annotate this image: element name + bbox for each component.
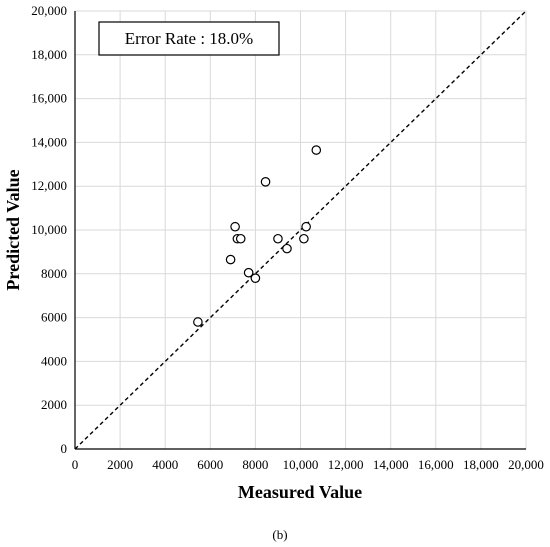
data-point: [230, 221, 240, 232]
x-tick-label: 16,000: [418, 457, 454, 472]
y-tick-label: 0: [61, 441, 68, 456]
y-tick-label: 20,000: [31, 3, 67, 18]
data-point: [299, 233, 309, 244]
x-tick-label: 18,000: [463, 457, 499, 472]
x-tick-label: 10,000: [283, 457, 319, 472]
y-tick-label: 6000: [41, 310, 67, 325]
y-tick-label: 12,000: [31, 178, 67, 193]
data-point: [301, 221, 311, 232]
data-point: [273, 233, 283, 244]
x-tick-label: 6000: [197, 457, 223, 472]
x-tick-label: 2000: [107, 457, 133, 472]
x-tick-labels: 0 2000 4000 6000 8000 10,000 12,000 14,000 16,00…: [72, 457, 544, 472]
y-tick-label: 2000: [41, 397, 67, 412]
data-point: [282, 243, 292, 254]
x-tick-label: 12,000: [328, 457, 364, 472]
x-tick-label: 0: [72, 457, 79, 472]
x-tick-label: 8000: [242, 457, 268, 472]
y-axis-title: Predicted Value: [3, 169, 23, 290]
y-tick-label: 10,000: [31, 222, 67, 237]
y-tick-label: 16,000: [31, 91, 67, 106]
data-point: [250, 273, 261, 283]
data-point: [260, 177, 271, 187]
x-tick-label: 4000: [152, 457, 178, 472]
data-point: [311, 145, 322, 155]
x-tick-label: 20,000: [508, 457, 544, 472]
y-tick-label: 8000: [41, 266, 67, 281]
figure-caption: (b): [272, 527, 287, 542]
data-points: [193, 145, 322, 327]
x-axis-title: Measured Value: [238, 482, 362, 502]
x-tick-label: 14,000: [373, 457, 409, 472]
y-tick-labels: 0 2000 4000 6000 8000 10,000 12,000 14,000 16,00…: [31, 3, 67, 456]
y-tick-label: 18,000: [31, 47, 67, 62]
annotation-label: Error Rate : 18.0%: [125, 29, 253, 48]
data-point: [193, 317, 203, 327]
data-point: [225, 254, 236, 265]
annotation-box-frame: [98, 21, 280, 56]
annotation-box: Error Rate : 18.0%: [98, 21, 280, 56]
y-tick-label: 4000: [41, 353, 67, 368]
data-point: [235, 233, 246, 244]
data-point: [243, 267, 254, 278]
y-tick-label: 14,000: [31, 134, 67, 149]
